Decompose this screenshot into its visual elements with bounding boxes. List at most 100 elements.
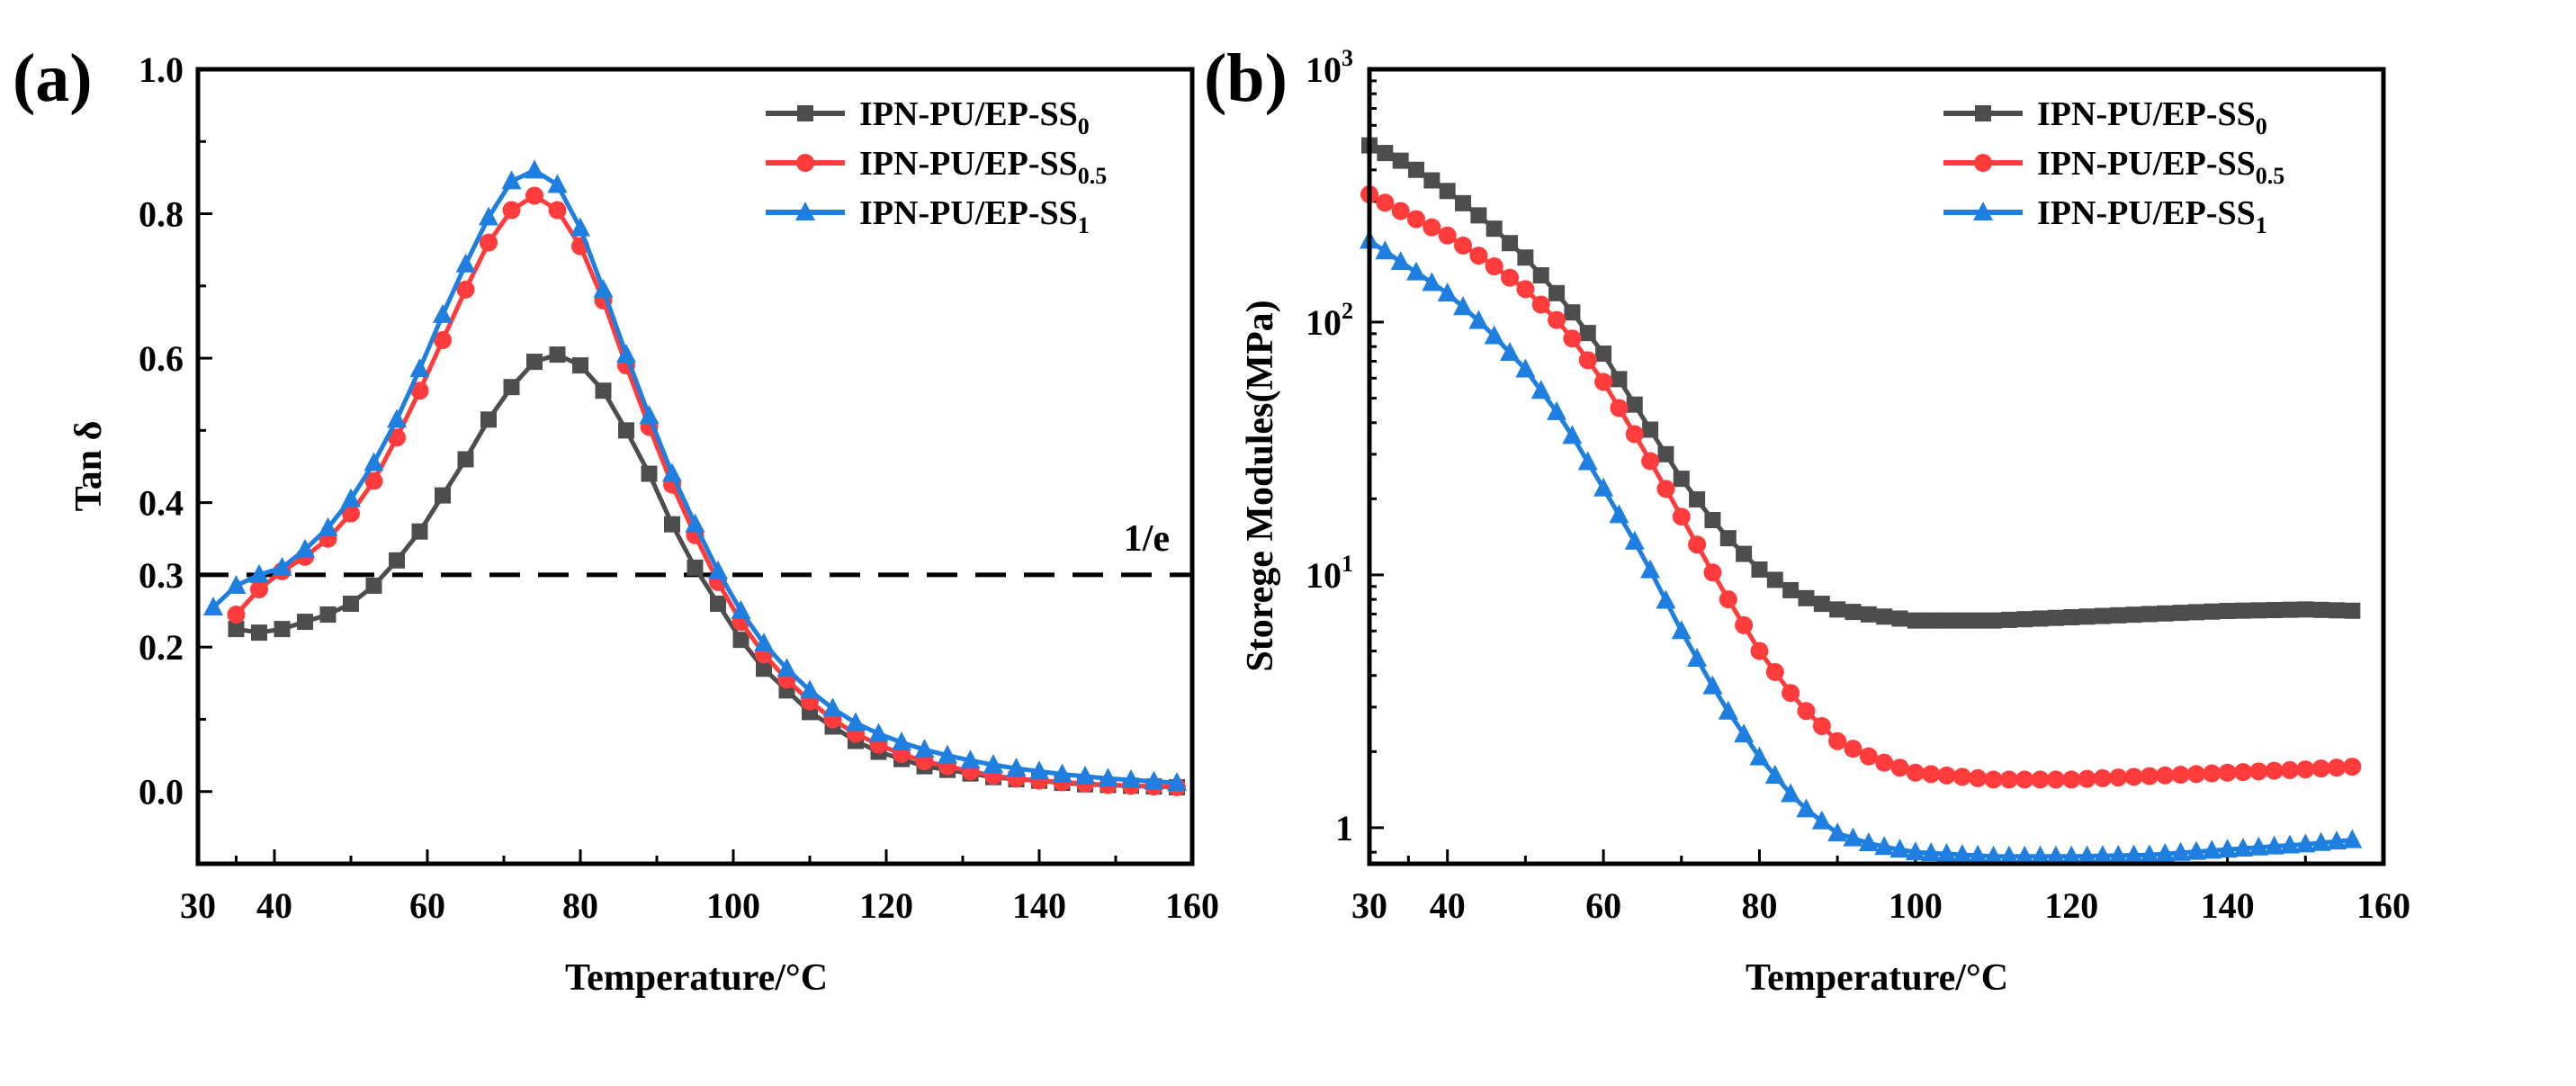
panel-a-data-point <box>433 303 453 323</box>
panel-b-data-point <box>2218 763 2237 782</box>
panel-a-data-point <box>914 739 935 758</box>
panel-a-data-point <box>776 658 797 678</box>
panel-b-data-point <box>1811 810 1832 830</box>
panel-b-data-point <box>1907 612 1924 629</box>
panel-b-data-point <box>1626 396 1643 413</box>
legend-subscript: 1 <box>1078 212 1090 238</box>
panel-b-data-point <box>2110 606 2127 624</box>
panel-b-series-1 <box>1360 229 2363 865</box>
panel-b-data-point <box>2172 605 2189 622</box>
panel-b-data-point <box>2311 831 2331 851</box>
panel-a-data-point <box>226 574 247 594</box>
panel-b-data-point <box>2328 602 2345 619</box>
panel-a-data-point <box>822 697 843 717</box>
panel-b-data-point <box>2078 769 2096 788</box>
panel-b-y-tick-label: 101 <box>1306 551 1353 596</box>
panel-b-y-tick-label: 1 <box>1335 808 1353 848</box>
tick-exponent: 2 <box>1342 298 1353 324</box>
legend-marker <box>1973 202 1993 220</box>
panel-a-data-point <box>1098 767 1118 787</box>
panel-b-data-point <box>2124 767 2143 786</box>
panel-b-data-point <box>1470 207 1487 224</box>
panel-b-data-point <box>1641 452 1660 471</box>
panel-b-data-point <box>1468 310 1489 329</box>
panel-b-data-point <box>1688 535 1707 554</box>
panel-b-data-point <box>1704 511 1721 528</box>
panel-b-data-point <box>2140 767 2159 785</box>
panel-b-data-point <box>1673 471 1690 488</box>
panel-b-data-point <box>1594 372 1613 391</box>
panel-b-data-point <box>1564 304 1581 321</box>
panel-b-label: (b) <box>1204 40 1288 116</box>
panel-a-data-point <box>710 596 726 613</box>
reference-line-label: 1/e <box>1124 518 1170 560</box>
panel-b-data-point <box>2187 604 2204 621</box>
panel-b-storage-modulus-chart: (b) Temperature/°C Storege Modules(MPa) … <box>1204 40 2410 999</box>
panel-b-data-point <box>2109 768 2128 787</box>
panel-b-data-point <box>2264 835 2284 855</box>
panel-a-data-point <box>960 749 981 769</box>
panel-b-data-point <box>2047 609 2064 626</box>
panel-b-data-point <box>1609 504 1629 524</box>
panel-a-data-point <box>570 217 590 237</box>
panel-b-data-point <box>1501 268 1520 287</box>
panel-b-data-point <box>1656 480 1675 498</box>
panel-a-x-tick-label: 160 <box>1165 885 1219 926</box>
panel-b-data-point <box>1984 770 2003 789</box>
panel-a-data-point <box>685 513 705 533</box>
panel-b-data-point <box>1642 421 1659 438</box>
panel-b-data-point <box>2078 608 2096 625</box>
panel-b-data-point <box>1532 267 1549 284</box>
panel-b-data-point <box>1484 325 1504 345</box>
panel-b-series-0.5 <box>1360 185 2362 789</box>
panel-a-data-point <box>297 614 313 631</box>
panel-b-data-point <box>1843 827 1863 847</box>
panel-a-data-point <box>227 606 246 624</box>
panel-b-data-point <box>1782 581 1800 598</box>
panel-a-x-tick-label: 40 <box>256 885 292 926</box>
panel-a-data-point <box>868 723 889 742</box>
panel-b-data-point <box>1437 282 1458 301</box>
panel-b-data-point <box>1891 610 1908 627</box>
panel-a-data-point <box>364 452 384 471</box>
panel-a-data-point <box>687 559 704 576</box>
panel-a-data-point <box>662 462 682 482</box>
panel-b-data-point <box>1923 612 1940 629</box>
panel-b-data-point <box>1563 329 1582 348</box>
legend-label: IPN-PU/EP-SS1 <box>2037 194 2267 238</box>
panel-b-data-point <box>1453 296 1474 316</box>
panel-b-legend-entry: IPN-PU/EP-SS0.5 <box>1943 145 2284 189</box>
panel-b-data-point <box>1998 845 2019 865</box>
panel-b-data-point <box>2094 607 2111 624</box>
panel-a-x-axis-title: Temperature/°C <box>565 957 828 999</box>
panel-a-data-point <box>1029 760 1049 780</box>
panel-b-data-point <box>2233 763 2252 782</box>
panel-b-data-point <box>1377 145 1394 162</box>
panel-b-data-point <box>1905 841 1925 861</box>
panel-b-data-point <box>1969 768 1988 787</box>
panel-b-data-point <box>1485 257 1503 276</box>
panel-b-data-point <box>1953 612 1970 629</box>
panel-b-data-point <box>1844 740 1862 758</box>
tick-exponent: 3 <box>1342 45 1353 71</box>
panel-b-data-point <box>1766 571 1783 588</box>
legend-name: IPN-PU/EP-SS <box>2037 194 2256 232</box>
legend-marker <box>795 202 815 220</box>
panel-b-data-point <box>1829 601 1846 618</box>
legend-label: IPN-PU/EP-SS0 <box>859 95 1090 139</box>
panel-a-series-0 <box>228 346 1185 795</box>
panel-a-data-point <box>572 357 588 374</box>
panel-b-data-point <box>2046 770 2065 789</box>
panel-a-data-point <box>435 487 451 504</box>
panel-a-data-point <box>364 471 383 490</box>
panel-a-data-point <box>502 201 521 220</box>
panel-b-data-point <box>2000 611 2017 628</box>
panel-a-data-point <box>754 633 774 652</box>
legend-name: IPN-PU/EP-SS <box>2037 95 2256 133</box>
panel-b-data-point <box>2125 606 2142 624</box>
panel-a-data-point <box>800 679 820 699</box>
panel-a-y-tick-label: 0.0 <box>139 772 184 812</box>
panel-a-series-1 <box>203 159 1187 792</box>
panel-a-legend-entry: IPN-PU/EP-SS0.5 <box>766 145 1107 189</box>
